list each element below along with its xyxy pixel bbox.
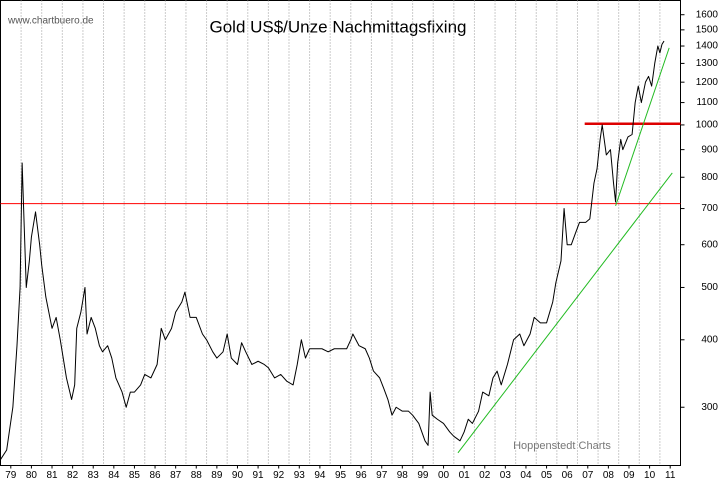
x-tick-label: 07	[582, 470, 594, 481]
x-tick-label: 11	[665, 470, 676, 481]
y-tick-label: 800	[701, 172, 718, 183]
y-tick-label: 900	[701, 144, 718, 155]
x-tick-label: 02	[479, 470, 491, 481]
x-tick-label: 87	[170, 470, 182, 481]
x-tick-label: 79	[5, 470, 17, 481]
x-tick-label: 90	[232, 470, 244, 481]
x-tick-label: 89	[211, 470, 223, 481]
x-tick-label: 99	[417, 470, 429, 481]
y-tick-label: 1200	[696, 77, 719, 88]
y-tick-label: 600	[701, 239, 718, 250]
x-tick-label: 09	[623, 470, 635, 481]
x-tick-label: 94	[314, 470, 326, 481]
price-line	[0, 40, 665, 460]
x-tick-label: 88	[191, 470, 203, 481]
x-tick-label: 83	[88, 470, 100, 481]
x-tick-label: 06	[562, 470, 574, 481]
x-tick-label: 82	[67, 470, 79, 481]
y-tick-label: 500	[701, 282, 718, 293]
y-tick-label: 1600	[696, 9, 719, 20]
x-tick-label: 97	[376, 470, 388, 481]
reference-line	[457, 172, 673, 454]
x-tick-label: 80	[26, 470, 38, 481]
x-tick-label: 86	[149, 470, 161, 481]
y-tick-label: 300	[701, 402, 718, 413]
y-tick-label: 1500	[696, 24, 719, 35]
y-tick-label: 1400	[696, 41, 719, 52]
annotation: Hoppenstedt Charts	[513, 440, 611, 452]
x-tick-label: 92	[273, 470, 285, 481]
source-label: www.chartbuero.de	[7, 16, 94, 27]
x-tick-label: 00	[438, 470, 450, 481]
x-tick-label: 81	[46, 470, 58, 481]
plot-frame	[0, 0, 681, 466]
reference-line	[615, 47, 670, 207]
x-tick-label: 85	[129, 470, 141, 481]
x-tick-label: 95	[335, 470, 347, 481]
chart-title: Gold US$/Unze Nachmittagsfixing	[209, 17, 466, 36]
x-tick-label: 03	[500, 470, 512, 481]
x-tick-label: 98	[397, 470, 409, 481]
y-tick-label: 700	[701, 203, 718, 214]
y-tick-label: 400	[701, 334, 718, 345]
x-tick-label: 10	[644, 470, 656, 481]
x-tick-label: 08	[603, 470, 615, 481]
x-tick-label: 01	[459, 470, 471, 481]
y-tick-label: 1000	[696, 120, 719, 131]
x-tick-label: 93	[294, 470, 306, 481]
x-tick-label: 05	[541, 470, 553, 481]
x-tick-label: 96	[356, 470, 368, 481]
y-tick-label: 1300	[696, 58, 719, 69]
x-tick-label: 84	[108, 470, 120, 481]
x-tick-label: 04	[520, 470, 532, 481]
y-tick-label: 1100	[696, 97, 718, 108]
x-tick-label: 91	[253, 470, 265, 481]
